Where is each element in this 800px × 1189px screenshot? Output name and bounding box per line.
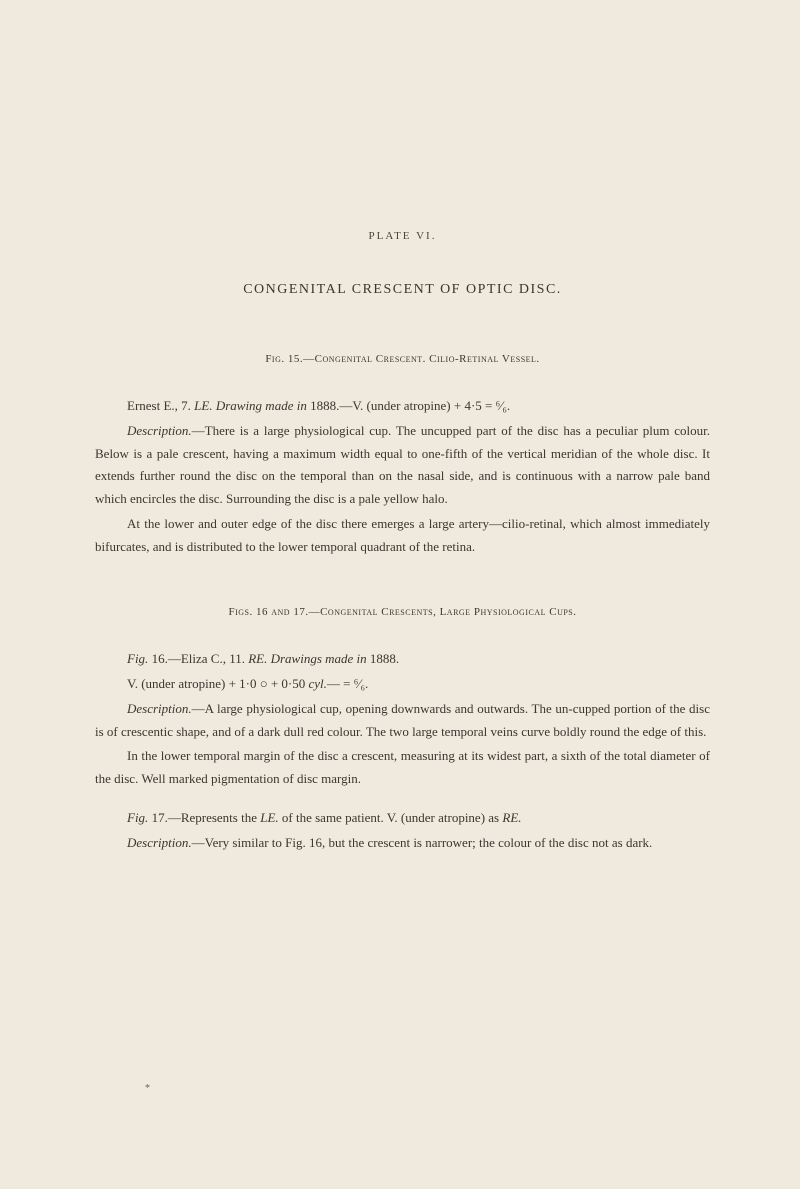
text: 1888.—V. (under atropine) + 4·5 = ⁶⁄₆. <box>307 398 510 413</box>
section2-para6: Description.—Very similar to Fig. 16, bu… <box>95 832 710 855</box>
section-2-body: Fig. 16.—Eliza C., 11. RE. Drawings made… <box>95 648 710 854</box>
section2-para5: Fig. 17.—Represents the LE. of the same … <box>95 807 710 830</box>
section2-para4: In the lower temporal margin of the disc… <box>95 745 710 791</box>
italic-text: Fig. <box>127 810 148 825</box>
text: At the lower and outer edge of the disc … <box>95 516 710 554</box>
italic-text: RE. Drawings made in <box>248 651 366 666</box>
italic-text: LE. <box>260 810 278 825</box>
section1-para2: Description.—There is a large physiologi… <box>95 420 710 511</box>
italic-text: LE. Drawing made in <box>194 398 307 413</box>
text: Ernest E., 7. <box>127 398 194 413</box>
text: V. (under atropine) + 1·0 ○ + 0·50 <box>127 676 309 691</box>
main-title: CONGENITAL CRESCENT OF OPTIC DISC. <box>95 282 710 298</box>
section2-para2: V. (under atropine) + 1·0 ○ + 0·50 cyl.—… <box>95 673 710 696</box>
text: — = ⁶⁄₆. <box>327 676 368 691</box>
italic-text: Fig. <box>127 651 148 666</box>
section1-para1: Ernest E., 7. LE. Drawing made in 1888.—… <box>95 395 710 418</box>
page-mark: * <box>145 1083 150 1094</box>
section2-para1: Fig. 16.—Eliza C., 11. RE. Drawings made… <box>95 648 710 671</box>
italic-text: Description. <box>127 835 192 850</box>
text: of the same patient. V. (under atropine)… <box>279 810 503 825</box>
text: 16.—Eliza C., 11. <box>148 651 248 666</box>
italic-text: cyl. <box>309 676 327 691</box>
text: In the lower temporal margin of the disc… <box>95 748 710 786</box>
fig-15-heading: Fig. 15.—Congenital Crescent. Cilio-Reti… <box>95 353 710 365</box>
text: —Very similar to Fig. 16, but the cresce… <box>192 835 653 850</box>
italic-text: Description. <box>127 701 192 716</box>
text: 17.—Represents the <box>148 810 260 825</box>
plate-label: PLATE VI. <box>95 230 710 242</box>
text: 1888. <box>367 651 400 666</box>
section2-para3: Description.—A large physiological cup, … <box>95 698 710 744</box>
italic-text: Description. <box>127 423 192 438</box>
figs-16-17-heading: Figs. 16 and 17.—Congenital Crescents, L… <box>95 606 710 618</box>
section1-para3: At the lower and outer edge of the disc … <box>95 513 710 559</box>
italic-text: RE. <box>502 810 521 825</box>
section-1-body: Ernest E., 7. LE. Drawing made in 1888.—… <box>95 395 710 558</box>
